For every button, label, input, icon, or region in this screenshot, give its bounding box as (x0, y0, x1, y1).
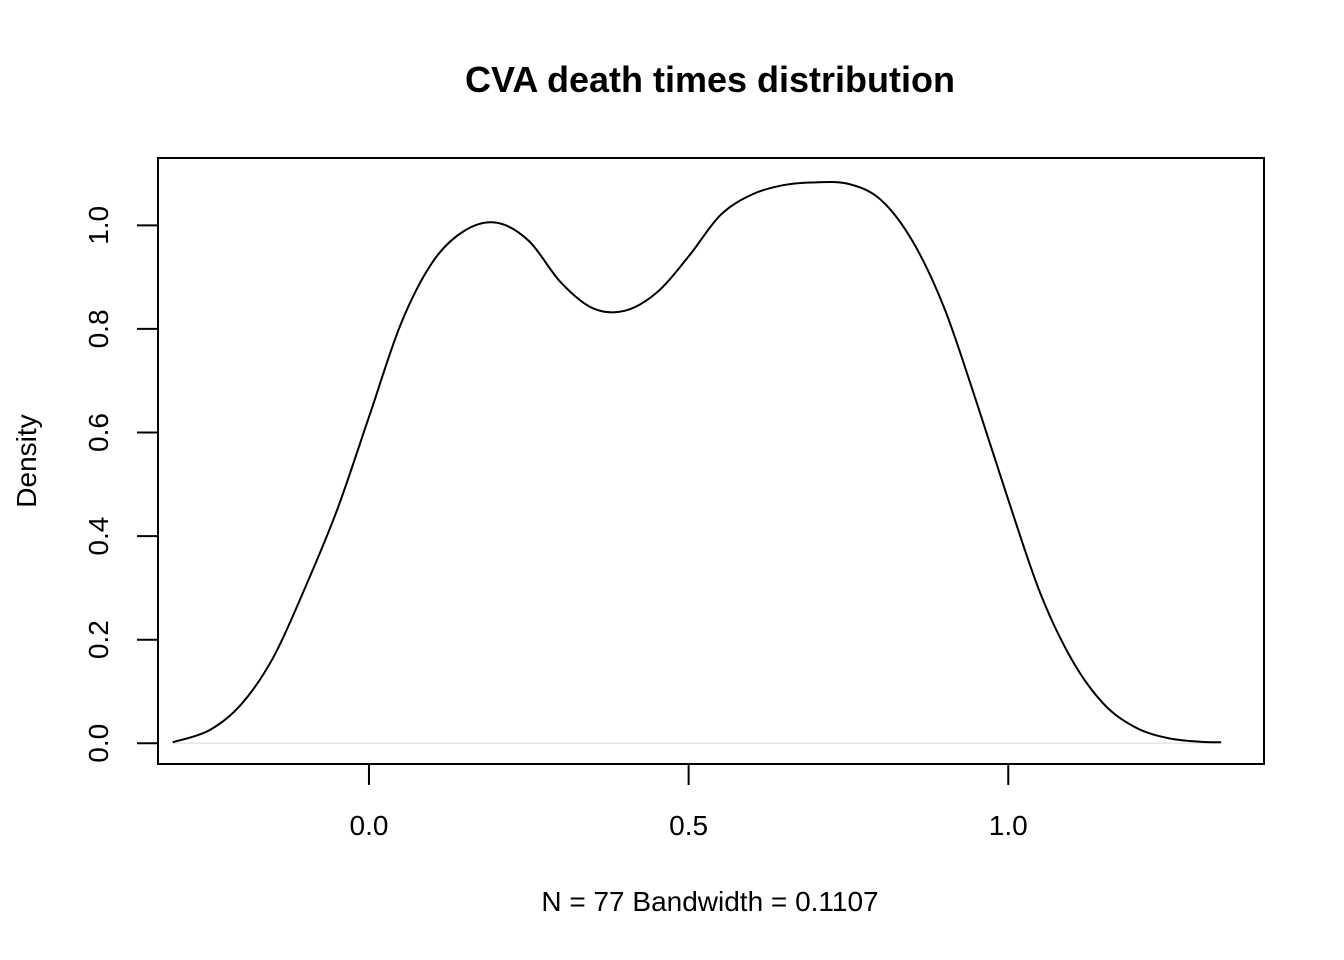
y-tick-label: 0.0 (83, 724, 114, 763)
y-axis: 0.0 0.2 0.4 0.6 0.8 1.0 (83, 206, 159, 763)
y-tick-label: 0.6 (83, 413, 114, 452)
y-tick-label: 0.8 (83, 309, 114, 348)
plot-frame (157, 157, 1265, 765)
chart-title: CVA death times distribution (465, 59, 955, 100)
y-tick-label: 1.0 (83, 206, 114, 245)
density-curve (172, 180, 1222, 744)
x-tick-label: 0.0 (350, 810, 389, 841)
x-tick-label: 1.0 (989, 810, 1028, 841)
y-tick-label: 0.4 (83, 517, 114, 556)
y-axis-label: Density (11, 414, 42, 507)
x-axis: 0.0 0.5 1.0 (350, 763, 1028, 841)
x-tick-label: 0.5 (669, 810, 708, 841)
y-tick-label: 0.2 (83, 620, 114, 659)
x-axis-label: N = 77 Bandwidth = 0.1107 (541, 886, 878, 917)
